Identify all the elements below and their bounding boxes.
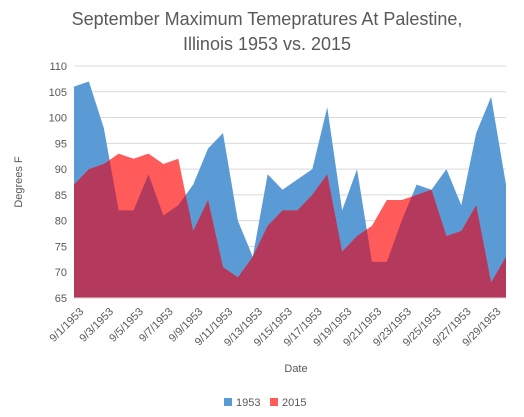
y-tick-label-90: 90 [55,164,67,176]
chart-title-line-2: Illinois 1953 vs. 2015 [183,34,351,54]
area-series [74,81,506,299]
y-tick-label-100: 100 [49,113,67,125]
legend: 1953 2015 [224,397,306,409]
y-axis-tick-labels: 65 70 75 80 85 90 95 100 105 110 [49,61,67,305]
legend-label-1953: 1953 [236,397,260,409]
legend-label-2015: 2015 [282,397,306,409]
y-tick-label-105: 105 [49,87,67,99]
chart-title-line-1: September Maximum Temepratures At Palest… [72,9,463,29]
y-tick-label-65: 65 [55,293,67,305]
y-tick-label-85: 85 [55,190,67,202]
x-axis-tick-labels: 9/1/19539/3/19539/5/19539/7/19539/9/1953… [48,306,504,349]
y-tick-label-75: 75 [55,241,67,253]
y-axis-title: Degrees F [13,156,25,208]
area-overlap [74,159,506,298]
y-tick-label-80: 80 [55,216,67,228]
chart-title: September Maximum Temepratures At Palest… [72,9,463,54]
x-axis-title: Date [284,363,307,375]
y-tick-label-70: 70 [55,267,67,279]
legend-swatch-2015 [270,398,278,406]
legend-swatch-1953 [224,398,232,406]
y-tick-label-110: 110 [49,61,67,73]
y-tick-label-95: 95 [55,138,67,150]
